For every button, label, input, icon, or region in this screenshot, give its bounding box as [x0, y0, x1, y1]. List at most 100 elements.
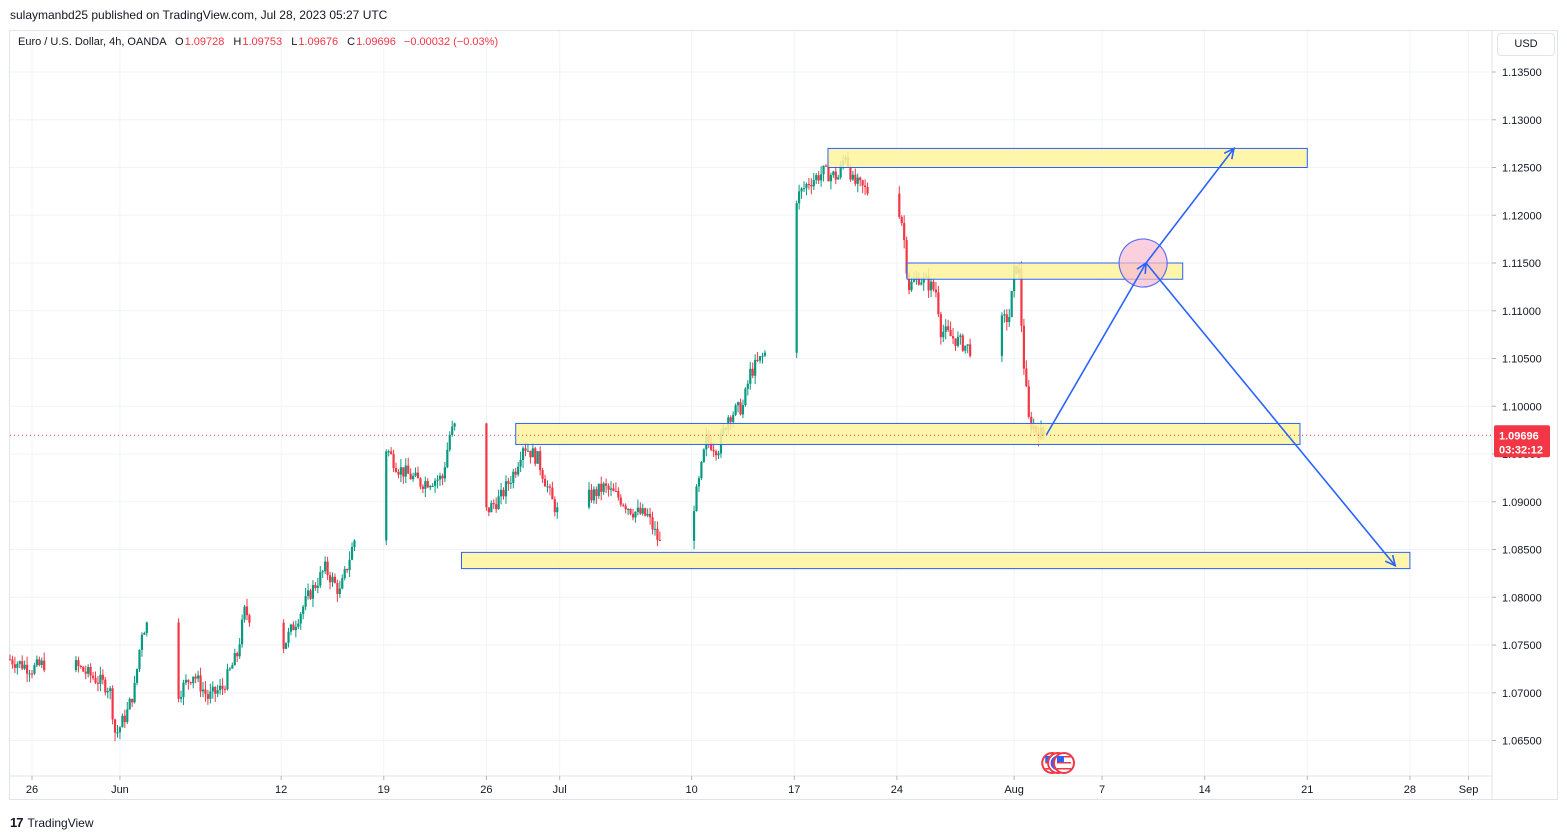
candle-body: [597, 483, 600, 497]
time-tick-label: 28: [1404, 784, 1416, 796]
candle-body: [282, 622, 285, 649]
time-tick-label: 21: [1301, 784, 1313, 796]
candle-body: [739, 402, 742, 415]
candle-body: [849, 166, 852, 180]
candle-body: [407, 465, 410, 474]
candle-body: [8, 659, 12, 661]
time-tick-label: 26: [26, 784, 38, 796]
candle-body: [13, 664, 16, 668]
candle-body: [717, 453, 720, 456]
candle-body: [595, 489, 598, 497]
candle-body: [917, 277, 920, 285]
candle-body: [947, 326, 950, 330]
candle-body: [499, 489, 503, 497]
candle-body: [343, 569, 346, 579]
candle-body: [556, 507, 559, 513]
candle-body: [309, 590, 312, 599]
candle-body: [26, 664, 29, 674]
candle-body: [653, 528, 657, 530]
price-tick-label: 1.07000: [1502, 688, 1542, 700]
candle-body: [951, 336, 955, 339]
top-bar: sulaymanbd25 published on TradingView.co…: [0, 0, 1567, 30]
arrow-head: [1384, 554, 1397, 568]
candle-body: [605, 483, 608, 486]
candle-body: [627, 508, 630, 510]
candle-body: [961, 335, 964, 351]
time-tick-label: 24: [891, 784, 903, 796]
candle-body: [521, 448, 525, 460]
candle-body: [434, 480, 437, 486]
candle-body: [399, 467, 403, 475]
time-tick-label: 12: [275, 784, 287, 796]
candle-body: [837, 177, 840, 180]
symbol-title: Euro / U.S. Dollar, 4h, OANDA: [18, 36, 166, 48]
candle-body: [194, 676, 197, 679]
candle-body: [710, 442, 713, 450]
candle-body: [328, 575, 332, 583]
candle-body: [91, 675, 95, 678]
candle-body: [416, 472, 420, 479]
brand-name: TradingView: [27, 815, 94, 830]
candle-body: [135, 668, 139, 683]
candle-body: [96, 682, 100, 684]
candle-body: [84, 671, 87, 674]
last-price-tag-bg: [1494, 425, 1550, 458]
candle-body: [956, 336, 960, 346]
low-value: 1.09676: [298, 36, 339, 48]
candle-body: [863, 185, 867, 188]
candle-body: [187, 679, 190, 683]
candle-body: [302, 606, 305, 614]
candle-body: [934, 289, 938, 293]
candle-body: [900, 216, 903, 224]
candle-body: [490, 503, 493, 513]
candle-body: [353, 540, 356, 547]
currency-button[interactable]: USD: [1497, 33, 1555, 56]
price-tick-label: 1.11500: [1502, 258, 1541, 270]
time-tick-label: Aug: [1004, 784, 1024, 796]
price-tick-label: 1.12500: [1502, 163, 1542, 175]
candle-body: [485, 423, 488, 508]
candle-body: [123, 715, 126, 723]
candle-body: [131, 698, 134, 703]
candles: [8, 151, 1045, 742]
candle-body: [40, 660, 43, 666]
time-tick-label: 10: [686, 784, 698, 796]
candle-body: [199, 675, 202, 692]
candle-body: [109, 688, 112, 692]
candle-body: [800, 188, 803, 192]
candle-body: [11, 659, 14, 665]
candle-body: [854, 174, 857, 184]
candle-body: [128, 698, 131, 710]
candle-body: [636, 507, 639, 512]
candle-body: [1022, 325, 1025, 369]
candle-body: [21, 661, 24, 669]
candle-body: [815, 175, 818, 181]
candle-body: [28, 673, 31, 675]
candle-body: [233, 653, 236, 666]
candle-body: [509, 482, 512, 484]
candle-body: [756, 359, 759, 361]
candle-body: [219, 685, 222, 691]
candle-body: [959, 335, 962, 337]
candle-body: [33, 665, 36, 674]
candle-body: [502, 489, 505, 497]
candle-body: [929, 281, 933, 291]
candle-body: [214, 686, 217, 694]
candle-body: [1010, 291, 1013, 318]
candle-body: [453, 423, 456, 427]
candle-body: [751, 368, 754, 376]
candle-body: [1005, 314, 1008, 323]
support-resistance-zone: [906, 262, 1184, 280]
candle-body: [179, 697, 183, 699]
candle-body: [424, 481, 427, 489]
tradingview-logo[interactable]: 17 TradingView: [10, 815, 94, 830]
candle-body: [238, 644, 241, 657]
candle-body: [832, 171, 835, 176]
candle-body: [419, 478, 422, 487]
candle-body: [656, 528, 659, 540]
candle-body: [30, 673, 34, 675]
candle-body: [299, 613, 302, 624]
candle-body: [189, 682, 192, 684]
support-resistance-zone: [515, 422, 1301, 445]
